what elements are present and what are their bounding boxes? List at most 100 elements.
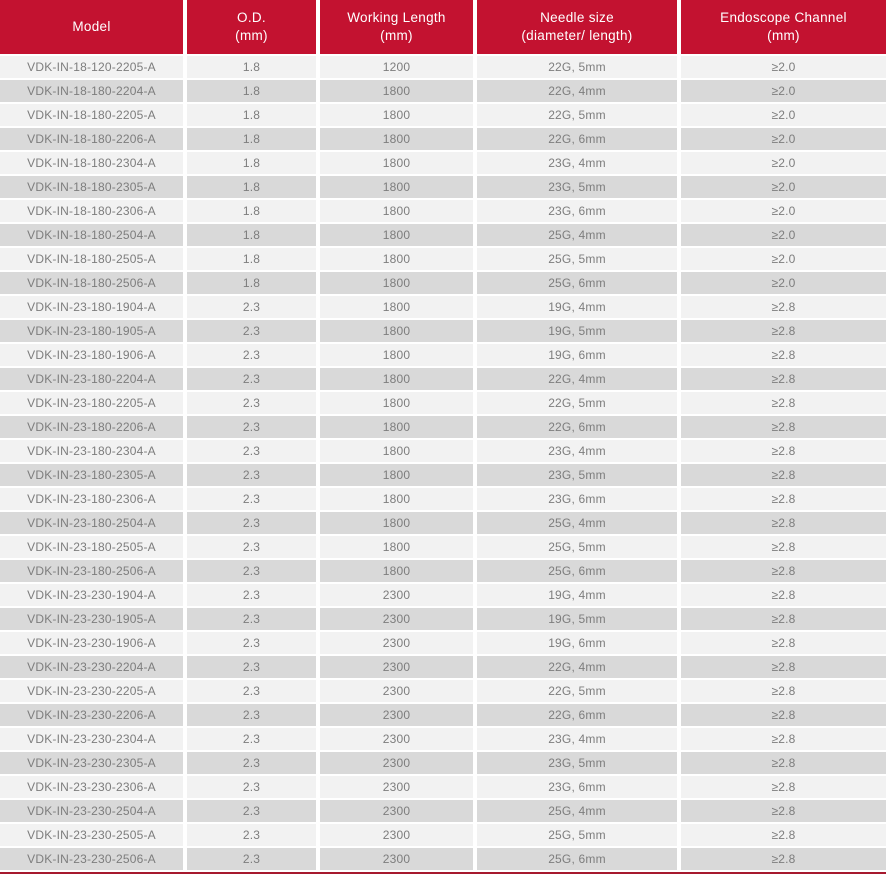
table-cell: VDK-IN-23-230-1905-A	[0, 608, 183, 630]
table-cell: 2300	[320, 776, 473, 798]
table-cell: 1800	[320, 152, 473, 174]
table-cell: 2.3	[187, 320, 316, 342]
table-cell: 23G, 4mm	[477, 440, 677, 462]
table-bottom-rule	[0, 872, 886, 874]
table-cell: 25G, 6mm	[477, 848, 677, 870]
table-row: VDK-IN-23-180-2304-A 2.3 1800 23G, 4mm ≥2.8	[0, 440, 886, 462]
table-cell: VDK-IN-23-180-2305-A	[0, 464, 183, 486]
table-cell: ≥2.8	[681, 824, 886, 846]
table-cell: ≥2.8	[681, 536, 886, 558]
table-cell: 22G, 4mm	[477, 656, 677, 678]
table-cell: ≥2.0	[681, 200, 886, 222]
table-cell: 1800	[320, 176, 473, 198]
table-cell: 2.3	[187, 728, 316, 750]
table-cell: 25G, 6mm	[477, 560, 677, 582]
column-header-label: Needle size	[540, 9, 614, 25]
column-header-sublabel: (diameter/ length)	[521, 28, 633, 43]
table-row: VDK-IN-23-180-1905-A 2.3 1800 19G, 5mm ≥2.8	[0, 320, 886, 342]
table-cell: VDK-IN-23-230-2205-A	[0, 680, 183, 702]
table-cell: VDK-IN-18-180-2304-A	[0, 152, 183, 174]
table-row: VDK-IN-18-180-2305-A 1.8 1800 23G, 5mm ≥2.0	[0, 176, 886, 198]
table-row: VDK-IN-23-230-1905-A 2.3 2300 19G, 5mm ≥2.8	[0, 608, 886, 630]
table-cell: ≥2.8	[681, 632, 886, 654]
table-cell: 1800	[320, 488, 473, 510]
table-cell: 2300	[320, 728, 473, 750]
table-cell: 2.3	[187, 848, 316, 870]
table-cell: 2.3	[187, 344, 316, 366]
table-row: VDK-IN-18-180-2505-A 1.8 1800 25G, 5mm ≥2.0	[0, 248, 886, 270]
table-cell: ≥2.0	[681, 80, 886, 102]
table-cell: VDK-IN-18-180-2205-A	[0, 104, 183, 126]
table-cell: 1.8	[187, 248, 316, 270]
table-body: VDK-IN-18-120-2205-A 1.8 1200 22G, 5mm ≥2.0 V…	[0, 56, 886, 870]
table-cell: 22G, 5mm	[477, 56, 677, 78]
table-cell: ≥2.8	[681, 464, 886, 486]
table-cell: 2.3	[187, 512, 316, 534]
table-cell: 1800	[320, 560, 473, 582]
table-cell: 2300	[320, 656, 473, 678]
table-cell: 2300	[320, 824, 473, 846]
table-cell: VDK-IN-23-180-2205-A	[0, 392, 183, 414]
table-row: VDK-IN-18-180-2504-A 1.8 1800 25G, 4mm ≥2.0	[0, 224, 886, 246]
table-cell: 25G, 5mm	[477, 824, 677, 846]
table-cell: 2.3	[187, 488, 316, 510]
table-cell: ≥2.8	[681, 320, 886, 342]
table-cell: 2.3	[187, 464, 316, 486]
table-cell: VDK-IN-23-180-2504-A	[0, 512, 183, 534]
table-cell: VDK-IN-18-180-2506-A	[0, 272, 183, 294]
table-row: VDK-IN-23-230-2204-A 2.3 2300 22G, 4mm ≥2.8	[0, 656, 886, 678]
table-row: VDK-IN-18-180-2506-A 1.8 1800 25G, 6mm ≥2.0	[0, 272, 886, 294]
table-cell: 22G, 6mm	[477, 128, 677, 150]
table-row: VDK-IN-23-180-2506-A 2.3 1800 25G, 6mm ≥2.8	[0, 560, 886, 582]
column-header-sublabel: (mm)	[235, 28, 268, 43]
table-cell: 1800	[320, 512, 473, 534]
table-cell: 23G, 6mm	[477, 488, 677, 510]
table-cell: ≥2.8	[681, 656, 886, 678]
table-cell: VDK-IN-23-180-2206-A	[0, 416, 183, 438]
table-cell: 2300	[320, 680, 473, 702]
table-cell: VDK-IN-23-180-2304-A	[0, 440, 183, 462]
table-cell: 1800	[320, 368, 473, 390]
table-cell: ≥2.8	[681, 368, 886, 390]
table-row: VDK-IN-23-180-2505-A 2.3 1800 25G, 5mm ≥2.8	[0, 536, 886, 558]
table-cell: VDK-IN-23-230-2206-A	[0, 704, 183, 726]
table-row: VDK-IN-23-230-2205-A 2.3 2300 22G, 5mm ≥2.8	[0, 680, 886, 702]
table-cell: 1.8	[187, 152, 316, 174]
table-cell: 22G, 5mm	[477, 680, 677, 702]
table-cell: 2.3	[187, 704, 316, 726]
table-cell: VDK-IN-23-180-2505-A	[0, 536, 183, 558]
table-cell: ≥2.8	[681, 392, 886, 414]
table-row: VDK-IN-18-180-2206-A 1.8 1800 22G, 6mm ≥2.0	[0, 128, 886, 150]
table-cell: 22G, 6mm	[477, 704, 677, 726]
table-cell: 19G, 6mm	[477, 344, 677, 366]
table-cell: VDK-IN-23-180-1905-A	[0, 320, 183, 342]
table-cell: 1200	[320, 56, 473, 78]
table-cell: 23G, 4mm	[477, 728, 677, 750]
table-cell: VDK-IN-23-230-2505-A	[0, 824, 183, 846]
column-header-sublabel: (mm)	[380, 28, 413, 43]
table-cell: 2300	[320, 584, 473, 606]
table-cell: 2.3	[187, 680, 316, 702]
table-cell: VDK-IN-23-230-1904-A	[0, 584, 183, 606]
table-cell: VDK-IN-23-180-1904-A	[0, 296, 183, 318]
column-header-endoscope-channel: Endoscope Channel (mm)	[681, 0, 886, 54]
table-cell: 2.3	[187, 560, 316, 582]
table-cell: 2300	[320, 752, 473, 774]
table-row: VDK-IN-18-180-2306-A 1.8 1800 23G, 6mm ≥2.0	[0, 200, 886, 222]
table-cell: 2.3	[187, 632, 316, 654]
table-row: VDK-IN-23-230-2506-A 2.3 2300 25G, 6mm ≥2.8	[0, 848, 886, 870]
table-cell: 19G, 5mm	[477, 320, 677, 342]
table-row: VDK-IN-18-180-2204-A 1.8 1800 22G, 4mm ≥2.0	[0, 80, 886, 102]
column-header-sublabel: (mm)	[767, 28, 800, 43]
table-row: VDK-IN-23-230-2505-A 2.3 2300 25G, 5mm ≥2.8	[0, 824, 886, 846]
table-cell: 2300	[320, 704, 473, 726]
table-cell: 22G, 4mm	[477, 80, 677, 102]
table-cell: 22G, 6mm	[477, 416, 677, 438]
table-cell: 1800	[320, 464, 473, 486]
table-row: VDK-IN-23-180-2206-A 2.3 1800 22G, 6mm ≥2.8	[0, 416, 886, 438]
table-cell: 25G, 4mm	[477, 512, 677, 534]
table-cell: 2.3	[187, 656, 316, 678]
table-cell: 2.3	[187, 752, 316, 774]
table-row: VDK-IN-23-180-2204-A 2.3 1800 22G, 4mm ≥2.8	[0, 368, 886, 390]
